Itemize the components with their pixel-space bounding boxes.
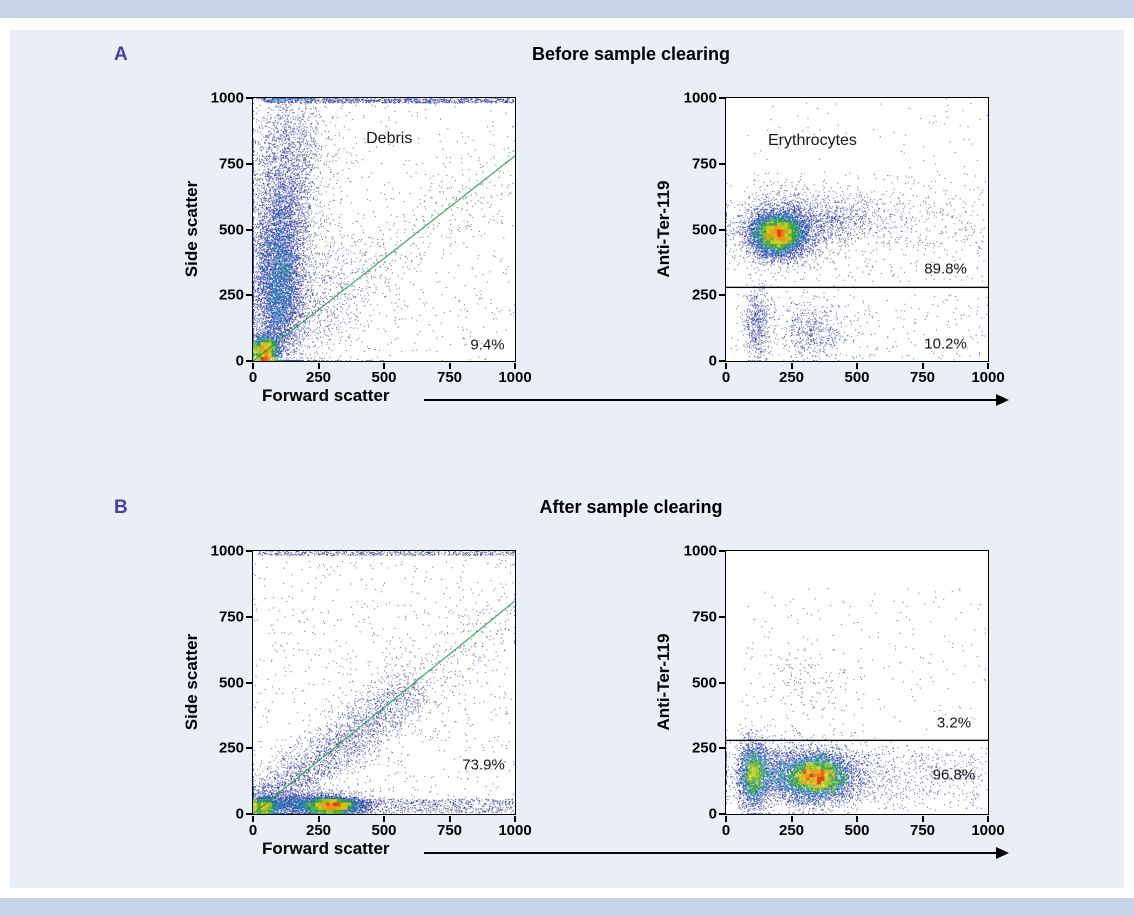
plot-anti-ter-119-before: Erythrocytes 89.8% 10.2% 0 250 500 750 1000 0 25… [684, 90, 1005, 387]
scatter-canvas [253, 551, 515, 814]
x-axis-arrowhead-b [996, 847, 1009, 859]
panel-a-title: Before sample clearing [531, 44, 731, 64]
y-axis-label-anti-ter-119-b: Anti-Ter-119 [654, 633, 673, 731]
panel-b-label: B [114, 497, 128, 518]
x-axis-arrowhead-a [996, 394, 1009, 406]
x-axis-arrow-line-a [424, 399, 996, 402]
scatter-canvas [726, 551, 988, 814]
plot-fsc-vs-ssc-before: Debris 9.4% 0 250 500 750 1000 0 250 500 750 1000 [211, 90, 532, 387]
y-axis-label-side-scatter-b: Side scatter [182, 633, 201, 731]
y-axis-label-side-scatter-a: Side scatter [182, 180, 201, 278]
y-axis-label-anti-ter-119-a: Anti-Ter-119 [654, 180, 673, 278]
plot-fsc-vs-ssc-after: 73.9% 0 250 500 750 1000 0 250 500 750 1000 [211, 543, 532, 840]
panel-b-title: After sample clearing [539, 497, 723, 517]
scatter-canvas [253, 98, 515, 361]
bottom-accent-bar [0, 898, 1134, 916]
plot-anti-ter-119-after: 3.2% 96.8% 0 250 500 750 1000 0 250 500 750 1000 [684, 543, 1005, 840]
top-accent-bar [0, 0, 1134, 18]
scatter-canvas [726, 98, 988, 361]
x-axis-label-forward-scatter-b: Forward scatter [262, 839, 390, 858]
panel-a-label: A [114, 44, 128, 65]
x-axis-label-forward-scatter-a: Forward scatter [262, 386, 390, 405]
x-axis-arrow-line-b [424, 852, 996, 855]
